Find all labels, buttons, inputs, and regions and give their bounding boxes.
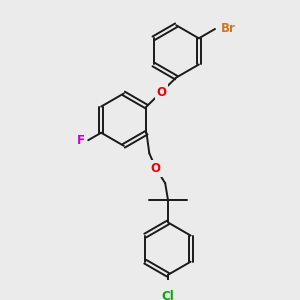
Text: Br: Br	[220, 22, 236, 35]
Text: O: O	[156, 85, 166, 99]
Text: Cl: Cl	[162, 290, 174, 300]
Text: O: O	[151, 162, 161, 175]
Text: F: F	[76, 134, 85, 147]
